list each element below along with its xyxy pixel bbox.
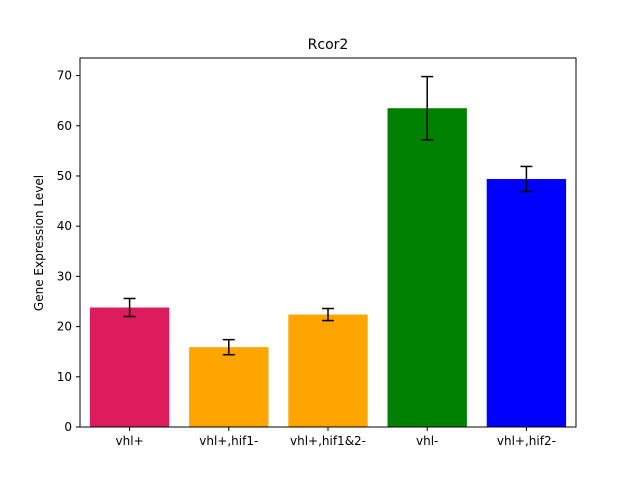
error-bar-0	[123, 297, 136, 318]
y-axis: 0 10 20 30 40 50 60 70	[57, 69, 80, 434]
x-tick-label-2: vhl+,hif1&2-	[290, 434, 366, 448]
y-tick-label-2: 20	[57, 320, 72, 334]
bar-1	[189, 347, 269, 427]
y-tick-label-1: 10	[57, 370, 72, 384]
error-bar-4	[520, 165, 533, 193]
x-tick-label-4: vhl+,hif2-	[497, 434, 556, 448]
error-bar-3	[421, 75, 434, 141]
y-tick-label-0: 0	[64, 420, 72, 434]
chart-title: Rcor2	[308, 37, 349, 53]
plot-frame	[79, 57, 577, 428]
x-tick-label-3: vhl-	[416, 434, 438, 448]
y-tick-label-3: 30	[57, 269, 72, 283]
y-tick-label-4: 40	[57, 219, 72, 233]
x-tick-label-1: vhl+,hif1-	[199, 434, 258, 448]
bar-0	[89, 307, 170, 427]
x-tick-label-0: vhl+	[116, 434, 144, 448]
bar-3	[387, 108, 467, 428]
bar-2	[288, 314, 368, 427]
y-tick-label-7: 70	[57, 69, 72, 83]
bars-group	[89, 108, 567, 428]
error-bar-2	[322, 307, 334, 322]
error-bars-group	[123, 75, 533, 356]
y-axis-label: Gene Expression Level	[32, 175, 46, 311]
y-tick-label-6: 60	[57, 119, 72, 133]
y-tick-label-5: 50	[57, 169, 72, 183]
bar-4	[486, 178, 567, 427]
error-bar-1	[222, 338, 235, 356]
x-axis: vhl+ vhl+,hif1- vhl+,hif1&2- vhl-vhl+,hif2-	[116, 427, 556, 448]
